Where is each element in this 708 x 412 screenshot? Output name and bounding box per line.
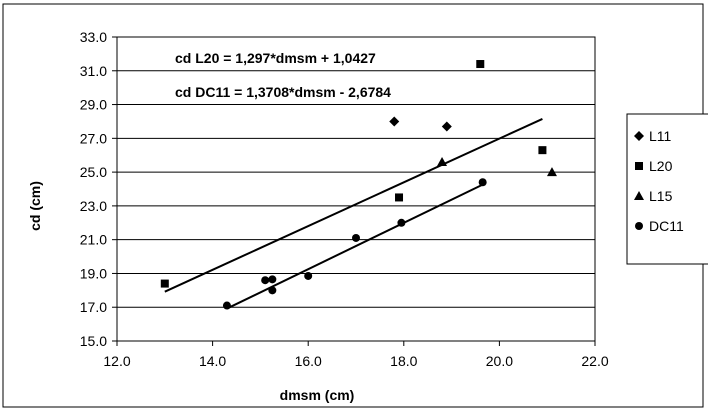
y-axis-label: cd (cm) [27, 181, 43, 231]
x-tick-label-5: 22.0 [581, 353, 608, 369]
x-tick-label-1: 14.0 [199, 353, 226, 369]
point-l20-0 [160, 279, 169, 288]
point-l11-0 [389, 116, 400, 127]
point-dc11-5 [352, 233, 360, 242]
legend-label-l11: L11 [649, 128, 672, 144]
point-l20-2 [476, 60, 485, 69]
legend-label-dc11: DC11 [649, 218, 684, 234]
x-axis-label: dmsm (cm) [280, 387, 355, 403]
y-tick-label-4: 23.0 [80, 198, 107, 214]
y-tick-label-3: 21.0 [80, 232, 107, 248]
x-tick-label-0: 12.0 [103, 353, 130, 369]
legend-label-l20: L20 [649, 158, 673, 174]
x-tick-label-4: 20.0 [486, 353, 513, 369]
equation-dc11: cd DC11 = 1,3708*dmsm - 2,6784 [175, 84, 391, 100]
trendline-0 [164, 118, 543, 293]
y-tick-label-1: 17.0 [80, 299, 107, 315]
point-l15-0 [437, 156, 448, 166]
legend-label-l15: L15 [649, 188, 673, 204]
legend-marker-l15 [634, 191, 644, 200]
point-dc11-3 [268, 286, 277, 295]
point-dc11-2 [268, 275, 277, 284]
plot-area [116, 36, 596, 342]
y-tick-label-7: 29.0 [80, 97, 107, 113]
point-l11-1 [441, 121, 452, 132]
legend-marker-dc11 [635, 222, 643, 230]
y-tick-label-2: 19.0 [80, 265, 107, 281]
y-tick-label-8: 31.0 [80, 63, 107, 79]
point-dc11-1 [261, 276, 270, 285]
equation-l20: cd L20 = 1,297*dmsm + 1,0427 [175, 50, 376, 66]
point-dc11-6 [397, 218, 406, 227]
y-tick-label-9: 33.0 [80, 29, 107, 45]
point-l15-1 [546, 167, 557, 177]
y-tick-label-6: 27.0 [80, 130, 107, 146]
y-tick-label-0: 15.0 [80, 333, 107, 349]
x-tick-label-3: 18.0 [390, 353, 417, 369]
point-l20-1 [395, 193, 404, 202]
point-dc11-4 [304, 271, 313, 280]
point-l20-3 [538, 146, 547, 155]
y-tick-label-5: 25.0 [80, 164, 107, 180]
x-tick-label-2: 16.0 [295, 353, 322, 369]
point-dc11-7 [478, 178, 487, 187]
point-dc11-0 [222, 301, 231, 310]
legend-marker-l11 [634, 131, 644, 141]
legend-marker-l20 [635, 162, 643, 170]
